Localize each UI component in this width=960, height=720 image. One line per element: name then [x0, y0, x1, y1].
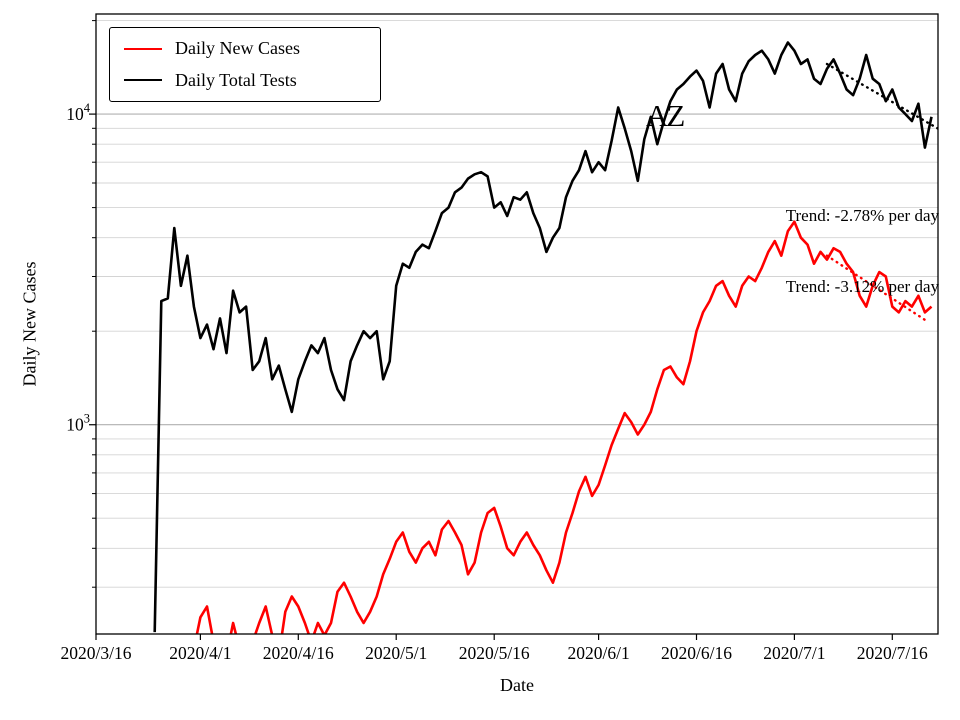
legend-item-daily-new-cases: Daily New Cases	[124, 38, 366, 60]
legend-label: Daily Total Tests	[175, 69, 297, 90]
x-tick-label: 2020/5/1	[365, 643, 427, 663]
trend-annotation-tests: Trend: -2.78% per day	[785, 206, 939, 225]
series-line-daily-new-cases	[195, 220, 933, 634]
x-tick-label: 2020/4/16	[263, 643, 334, 663]
legend-item-daily-total-tests: Daily Total Tests	[124, 70, 366, 92]
y-tick-label: 103	[66, 412, 90, 435]
legend-line-sample-red	[124, 47, 162, 50]
trend-annotation-cases: Trend: -3.12% per day	[785, 277, 939, 296]
legend-label: Daily New Cases	[175, 38, 300, 58]
trend-line-daily-new-cases	[825, 254, 927, 322]
x-tick-label: 2020/6/16	[661, 643, 732, 663]
trend-line-daily-total-tests	[825, 62, 938, 130]
x-tick-label: 2020/7/1	[763, 643, 825, 663]
x-tick-label: 2020/5/16	[459, 643, 530, 663]
legend-line-sample-black	[124, 79, 162, 82]
x-tick-label: 2020/4/1	[169, 643, 231, 663]
y-axis-label: Daily New Cases	[19, 261, 40, 387]
x-tick-label: 2020/3/16	[61, 643, 132, 663]
state-annotation: AZ	[646, 98, 685, 133]
x-axis-label: Date	[500, 675, 534, 695]
y-tick-label: 104	[66, 101, 91, 124]
legend: Daily New Cases Daily Total Tests	[109, 27, 381, 103]
x-tick-label: 2020/7/16	[857, 643, 928, 663]
plot-frame	[95, 13, 939, 635]
x-tick-label: 2020/6/1	[567, 643, 629, 663]
series-line-daily-total-tests	[153, 41, 933, 633]
